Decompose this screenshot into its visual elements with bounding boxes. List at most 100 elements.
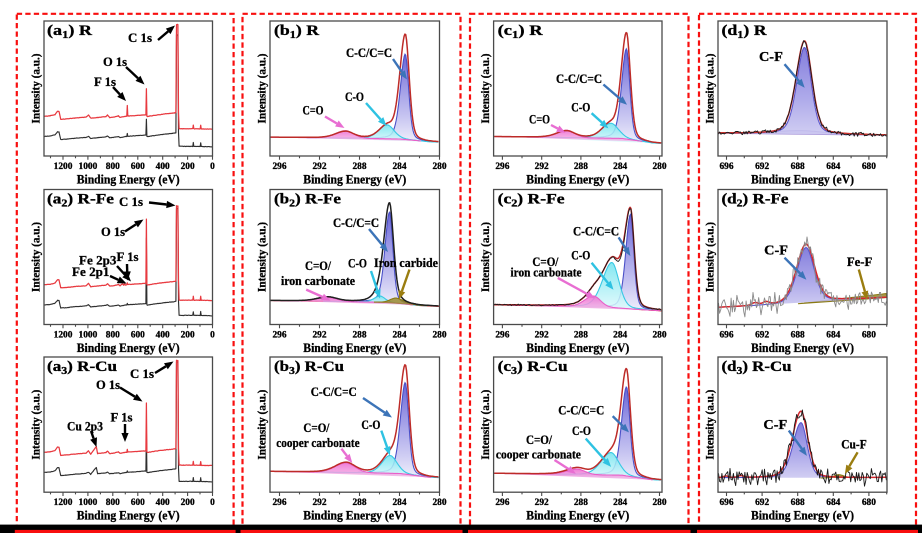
svg-text:C-C/C=C: C-C/C=C (311, 385, 357, 399)
svg-text:800: 800 (106, 162, 120, 172)
svg-text:Intensity (a.u.): Intensity (a.u.) (255, 53, 269, 123)
svg-text:292: 292 (535, 331, 549, 341)
svg-text:(b1) R: (b 1) R (274, 22, 320, 41)
svg-text:0: 0 (210, 162, 215, 172)
svg-text:692: 692 (755, 331, 769, 341)
svg-text:(b2) R-Fe: (b 2) R-Fe (274, 191, 341, 210)
svg-text:Intensity (a.u.): Intensity (a.u.) (29, 390, 43, 460)
svg-text:288: 288 (352, 162, 366, 172)
svg-text:Fe-F: Fe-F (847, 255, 873, 269)
svg-text:288: 288 (574, 162, 588, 172)
svg-text:Intensity (a.u.): Intensity (a.u.) (703, 390, 717, 460)
svg-text:iron carbonate: iron carbonate (281, 274, 355, 288)
svg-text:(c3) R-Cu: (c 3) R-Cu (498, 358, 569, 377)
svg-text:Binding Energy (eV): Binding Energy (eV) (751, 172, 854, 186)
svg-text:280: 280 (652, 331, 666, 341)
svg-text:Iron carbide: Iron carbide (374, 256, 438, 270)
svg-text:C-O: C-O (361, 418, 380, 432)
svg-text:Binding Energy (eV): Binding Energy (eV) (77, 172, 180, 186)
svg-text:iron carbonate: iron carbonate (511, 265, 582, 279)
svg-text:688: 688 (791, 331, 805, 341)
svg-text:Binding Energy (eV): Binding Energy (eV) (526, 509, 629, 523)
svg-text:600: 600 (131, 498, 145, 508)
svg-text:C-O: C-O (348, 257, 367, 271)
svg-text:C-C/C=C: C-C/C=C (558, 403, 604, 417)
svg-text:800: 800 (106, 498, 120, 508)
svg-text:C-O: C-O (571, 101, 590, 115)
svg-text:C-C/C=C: C-C/C=C (556, 72, 602, 86)
svg-text:296: 296 (495, 162, 509, 172)
svg-text:O 1s: O 1s (103, 54, 127, 69)
svg-text:C 1s: C 1s (130, 366, 154, 381)
svg-text:0: 0 (210, 498, 215, 508)
svg-text:F 1s: F 1s (111, 410, 133, 425)
svg-text:1200: 1200 (54, 498, 73, 508)
svg-text:F 1s: F 1s (94, 74, 116, 89)
svg-text:0: 0 (210, 331, 215, 341)
svg-text:692: 692 (755, 498, 769, 508)
svg-text:680: 680 (862, 162, 876, 172)
svg-text:688: 688 (791, 498, 805, 508)
svg-text:684: 684 (826, 162, 840, 172)
svg-text:C 1s: C 1s (128, 30, 152, 45)
svg-text:Intensity (a.u.): Intensity (a.u.) (478, 390, 492, 460)
svg-text:Binding Energy (eV): Binding Energy (eV) (303, 172, 406, 186)
svg-text:cooper carbonate: cooper carbonate (496, 448, 581, 462)
svg-text:296: 296 (272, 331, 286, 341)
svg-text:(b3) R-Cu: (b3) R-Cu (274, 358, 345, 377)
svg-text:Intensity (a.u.): Intensity (a.u.) (478, 53, 492, 123)
svg-text:296: 296 (495, 331, 509, 341)
svg-text:280: 280 (432, 162, 446, 172)
svg-text:284: 284 (392, 331, 406, 341)
svg-text:292: 292 (312, 331, 326, 341)
svg-text:288: 288 (352, 331, 366, 341)
svg-text:284: 284 (392, 162, 406, 172)
svg-text:Intensity (a.u.): Intensity (a.u.) (255, 222, 269, 292)
svg-text:Binding Energy (eV): Binding Energy (eV) (751, 341, 854, 355)
svg-text:(d2) R-Fe: (d 2) R-Fe (722, 191, 789, 210)
svg-text:684: 684 (826, 331, 840, 341)
svg-text:C=O/: C=O/ (526, 433, 552, 447)
svg-text:C=O: C=O (529, 112, 550, 126)
svg-text:284: 284 (613, 498, 627, 508)
svg-text:Binding Energy (eV): Binding Energy (eV) (751, 509, 854, 523)
svg-text:Cu-F: Cu-F (841, 438, 867, 452)
svg-text:1000: 1000 (79, 331, 98, 341)
svg-text:Intensity (a.u.): Intensity (a.u.) (29, 53, 43, 123)
svg-text:696: 696 (719, 162, 733, 172)
svg-text:C-C/C=C: C-C/C=C (573, 225, 619, 239)
svg-text:Cu 2p3: Cu 2p3 (67, 419, 103, 434)
svg-text:O 1s: O 1s (101, 224, 125, 239)
svg-text:1200: 1200 (54, 162, 73, 172)
svg-text:Binding Energy (eV): Binding Energy (eV) (303, 341, 406, 355)
svg-text:(c2) R-Fe: (c 2) R-Fe (498, 191, 565, 210)
svg-text:Intensity (a.u.): Intensity (a.u.) (255, 390, 269, 460)
svg-text:200: 200 (181, 162, 195, 172)
svg-text:696: 696 (719, 498, 733, 508)
svg-text:600: 600 (131, 331, 145, 341)
svg-text:688: 688 (791, 162, 805, 172)
svg-text:C-O: C-O (345, 90, 364, 104)
svg-text:284: 284 (392, 498, 406, 508)
svg-text:296: 296 (495, 498, 509, 508)
svg-text:Binding Energy (eV): Binding Energy (eV) (77, 341, 180, 355)
svg-text:692: 692 (755, 162, 769, 172)
svg-text:400: 400 (156, 162, 170, 172)
svg-text:C=O/: C=O/ (303, 421, 329, 435)
svg-text:1200: 1200 (54, 331, 73, 341)
svg-text:(c1) R: (c 1) R (498, 22, 544, 41)
svg-text:(a3) R-Cu: (a 3) R-Cu (47, 358, 118, 377)
svg-text:296: 296 (272, 162, 286, 172)
svg-text:cooper carbonate: cooper carbonate (276, 436, 360, 450)
svg-text:400: 400 (156, 498, 170, 508)
svg-text:Intensity (a.u.): Intensity (a.u.) (703, 222, 717, 292)
svg-text:200: 200 (181, 498, 195, 508)
svg-text:C-O: C-O (571, 248, 590, 262)
svg-text:Intensity (a.u.): Intensity (a.u.) (703, 53, 717, 123)
svg-text:(a2) R-Fe: (a 2) R-Fe (47, 191, 114, 210)
svg-text:F 1s: F 1s (117, 249, 139, 264)
svg-text:C-F: C-F (759, 49, 783, 64)
svg-text:284: 284 (613, 331, 627, 341)
svg-text:C-O: C-O (572, 424, 591, 438)
svg-text:280: 280 (432, 331, 446, 341)
